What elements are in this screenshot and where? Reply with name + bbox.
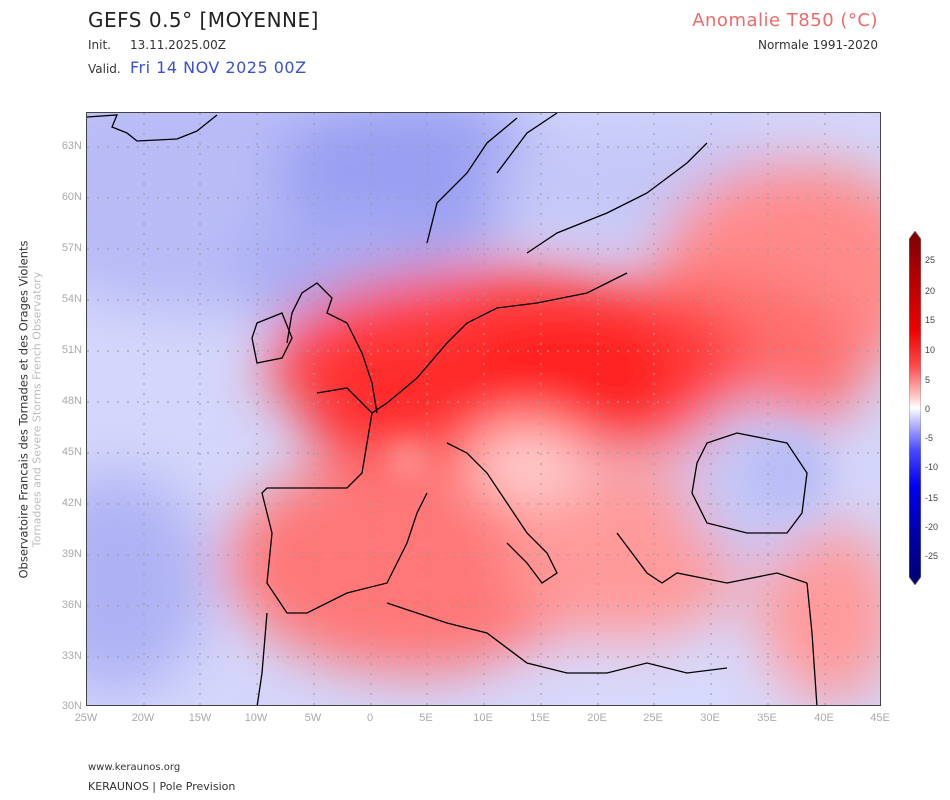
observatory-credit: Observatoire Francais des Tornades et de… <box>17 210 44 610</box>
lat-tick: 63N <box>61 140 82 152</box>
colorbar-label: -10 <box>925 462 939 472</box>
lon-tick: 45E <box>870 712 890 724</box>
lat-tick: 36N <box>61 599 82 611</box>
lon-tick: 20E <box>587 712 607 724</box>
lon-tick: 0 <box>366 712 374 724</box>
map-canvas <box>87 113 880 705</box>
lon-tick: 25W <box>74 712 98 724</box>
colorbar-label: -20 <box>925 522 939 532</box>
init-value: 13.11.2025.00Z <box>130 38 227 52</box>
colorbar-label: -5 <box>925 433 934 443</box>
colorbar-label: -15 <box>925 493 939 503</box>
lon-tick: 10W <box>244 712 268 724</box>
lat-tick: 33N <box>61 650 82 662</box>
lon-tick: 5W <box>304 712 322 724</box>
lon-tick: 35E <box>757 712 777 724</box>
valid-line: Valid. Fri 14 NOV 2025 00Z <box>88 58 307 77</box>
normale-label: Normale 1991-2020 <box>757 38 878 52</box>
lat-tick: 54N <box>61 293 82 305</box>
credit-text: KERAUNOS | Pole Prevision <box>88 780 236 793</box>
lat-tick: 48N <box>61 395 82 407</box>
colorbar-label: 0 <box>925 404 931 414</box>
lat-tick: 60N <box>61 191 82 203</box>
colorbar-label: 20 <box>925 286 936 296</box>
lon-tick: 10E <box>473 712 493 724</box>
colorbar <box>909 231 921 585</box>
colorbar-label: 25 <box>925 255 936 265</box>
lat-tick: 30N <box>61 700 82 712</box>
coastlines <box>87 113 818 705</box>
lon-tick: 15W <box>188 712 212 724</box>
lon-tick: 30E <box>700 712 720 724</box>
colorbar-label: 15 <box>925 315 936 325</box>
parameter-title: Anomalie T850 (°C) <box>692 10 878 31</box>
lon-tick: 25E <box>643 712 663 724</box>
anomaly-map[interactable] <box>86 112 881 706</box>
init-line: Init. 13.11.2025.00Z <box>88 38 226 52</box>
observatory-name-fr: Observatoire Francais des Tornades et de… <box>16 240 31 579</box>
colorbar-label: 10 <box>925 345 936 355</box>
lat-tick: 39N <box>61 548 82 560</box>
lat-tick: 51N <box>61 344 82 356</box>
init-label: Init. <box>88 38 111 52</box>
model-title: GEFS 0.5° [MOYENNE] <box>88 8 319 32</box>
lon-tick: 15E <box>530 712 550 724</box>
valid-value: Fri 14 NOV 2025 00Z <box>130 58 307 77</box>
lon-tick: 40E <box>814 712 834 724</box>
colorbar-label: -25 <box>925 551 939 561</box>
website-link[interactable]: www.keraunos.org <box>88 762 181 773</box>
observatory-name-en: Tornadoes and Severe Storms French Obser… <box>30 271 44 548</box>
colorbar-label: 5 <box>925 375 931 385</box>
lat-tick: 45N <box>61 446 82 458</box>
lat-tick: 42N <box>61 497 82 509</box>
valid-label: Valid. <box>88 62 121 76</box>
lat-tick: 57N <box>61 242 82 254</box>
lon-tick: 20W <box>131 712 155 724</box>
lon-tick: 5E <box>419 712 433 724</box>
